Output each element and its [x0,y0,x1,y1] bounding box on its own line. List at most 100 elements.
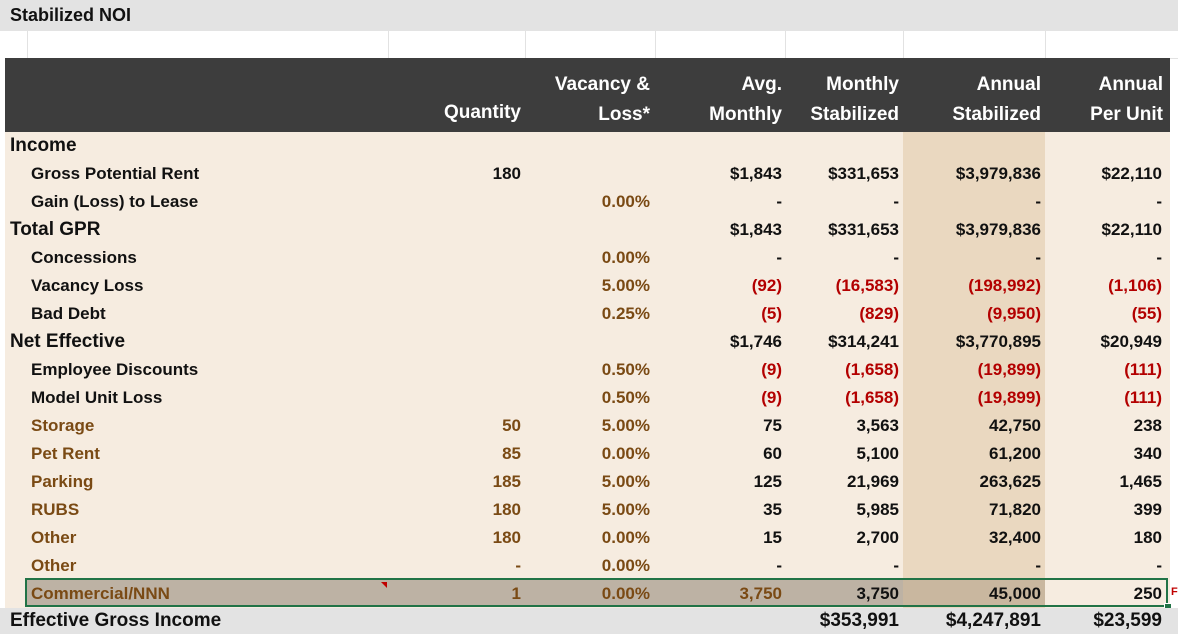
cell-qty[interactable]: 180 [492,500,521,519]
cell-avg[interactable]: (9) [761,388,782,407]
cell-qty[interactable] [388,216,521,244]
cell-vac[interactable]: 0.50% [601,388,650,407]
cell-annual[interactable]: $3,770,895 [955,332,1041,351]
cell-qty[interactable] [388,328,521,356]
sheet-title[interactable]: Stabilized NOI [10,5,132,25]
cell-vac[interactable]: 0.00% [601,584,650,603]
cell-vac[interactable]: 5.00% [601,416,650,435]
row-label[interactable]: Model Unit Loss [31,388,163,407]
cell-perunit[interactable]: 250 [1133,584,1162,603]
cell-avg[interactable]: $1,843 [730,220,782,239]
cell-annual[interactable]: 263,625 [979,472,1041,491]
cell-annual[interactable]: 71,820 [989,500,1041,519]
cell-perunit[interactable]: $22,110 [1101,220,1162,239]
table-row[interactable]: Vacancy Loss 5.00% (92) (16,583) (198,992) (1… [0,272,1178,300]
cell-annual[interactable]: 42,750 [989,416,1041,435]
cell-vac[interactable]: 5.00% [601,472,650,491]
table-row[interactable]: Bad Debt 0.25% (5) (829) (9,950) (55) [0,300,1178,328]
header-perunit-line1[interactable]: Annual [1098,74,1163,95]
cell-perunit[interactable]: - [1156,248,1162,267]
cell-monthly[interactable]: 5,985 [856,500,899,519]
cell-monthly[interactable]: $331,653 [828,220,899,239]
row-label[interactable]: Bad Debt [31,304,106,323]
cell-qty[interactable] [388,384,521,412]
cell-qty[interactable]: 50 [502,416,521,435]
cell-qty[interactable] [388,244,521,272]
cell-vac[interactable]: 0.00% [601,248,650,267]
cell-avg[interactable]: $1,746 [730,332,782,351]
cell-monthly[interactable]: (829) [859,304,899,323]
cell-qty[interactable] [388,132,521,160]
blank-grid-row[interactable] [5,31,1178,59]
cell-vac[interactable] [525,216,650,244]
row-label[interactable]: Gain (Loss) to Lease [31,192,199,211]
cell-annual[interactable]: (198,992) [968,276,1041,295]
cell-monthly[interactable]: $314,241 [828,332,899,351]
row-label[interactable]: Parking [31,472,94,491]
cell-qty[interactable] [388,300,521,328]
footer-row[interactable]: Effective Gross Income $353,991 $4,247,8… [0,608,1178,634]
cell-monthly[interactable]: 5,100 [856,444,899,463]
cell-qty[interactable] [388,272,521,300]
header-vacancy-line1[interactable]: Vacancy & [554,74,650,95]
table-row[interactable]: Pet Rent 85 0.00% 60 5,100 61,200 340 [0,440,1178,468]
cell-annual[interactable]: 45,000 [989,584,1041,603]
cell-avg[interactable]: - [776,556,782,575]
cell-avg[interactable]: - [776,192,782,211]
header-annual-line1[interactable]: Annual [976,74,1041,95]
cell-annual[interactable] [903,132,1041,160]
cell-monthly[interactable]: - [893,192,899,211]
row-label[interactable]: Other [31,528,77,547]
header-monthly-line2[interactable]: Stabilized [810,104,899,125]
row-label[interactable]: Commercial/NNN [31,584,170,603]
table-row[interactable]: Net Effective $1,746 $314,241 $3,770,895 $20… [0,328,1178,356]
cell-vac[interactable]: 0.50% [601,360,650,379]
cell-annual[interactable]: 32,400 [989,528,1041,547]
cell-avg[interactable]: 60 [763,444,782,463]
cell-perunit[interactable]: 340 [1133,444,1162,463]
cell-perunit[interactable]: (111) [1124,388,1162,407]
cell-avg[interactable]: $1,843 [730,164,782,183]
cell-avg[interactable]: 3,750 [739,584,782,603]
footer-perunit[interactable]: $23,599 [1093,610,1162,631]
cell-perunit[interactable]: 399 [1133,500,1162,519]
header-annual-line2[interactable]: Stabilized [952,104,1041,125]
cell-annual[interactable]: - [1035,248,1041,267]
row-label[interactable]: Concessions [31,248,137,267]
cell-perunit[interactable]: (111) [1124,360,1162,379]
row-label[interactable]: Storage [31,416,95,435]
cell-avg[interactable]: 75 [763,416,782,435]
footer-monthly[interactable]: $353,991 [819,610,899,631]
cell-vac[interactable]: 0.00% [601,556,650,575]
table-row[interactable]: Employee Discounts 0.50% (9) (1,658) (19,899… [0,356,1178,384]
footer-label[interactable]: Effective Gross Income [10,610,222,631]
row-label[interactable]: Gross Potential Rent [31,164,200,183]
cell-avg[interactable]: 125 [753,472,782,491]
comment-indicator-icon[interactable] [381,582,387,588]
cell-monthly[interactable]: 3,563 [856,416,899,435]
table-row[interactable]: Storage 50 5.00% 75 3,563 42,750 238 [0,412,1178,440]
cell-selection-border[interactable] [25,578,1168,607]
row-label[interactable]: Net Effective [10,331,126,352]
cell-avg[interactable]: (5) [761,304,782,323]
cell-perunit[interactable]: $20,949 [1100,332,1162,351]
cell-perunit[interactable] [1045,132,1162,160]
cell-perunit[interactable]: 180 [1133,528,1162,547]
cell-qty[interactable]: 180 [492,164,521,183]
cell-monthly[interactable]: 3,750 [856,584,899,603]
footer-annual[interactable]: $4,247,891 [945,610,1041,631]
header-monthly-line1[interactable]: Monthly [826,74,899,95]
table-row[interactable]: Parking 185 5.00% 125 21,969 263,625 1,465 [0,468,1178,496]
row-label[interactable]: Employee Discounts [31,360,199,379]
cell-annual[interactable]: (19,899) [977,388,1041,407]
cell-annual[interactable]: (19,899) [977,360,1041,379]
cell-qty[interactable]: - [515,556,521,575]
table-row[interactable]: RUBS 180 5.00% 35 5,985 71,820 399 [0,496,1178,524]
cell-annual[interactable]: $3,979,836 [955,164,1041,183]
cell-vac[interactable] [525,328,650,356]
cell-monthly[interactable] [785,132,899,160]
row-label[interactable]: Pet Rent [31,444,100,463]
row-label[interactable]: Total GPR [10,219,101,240]
row-label[interactable]: Income [10,135,77,156]
cell-perunit[interactable]: (1,106) [1108,276,1162,295]
